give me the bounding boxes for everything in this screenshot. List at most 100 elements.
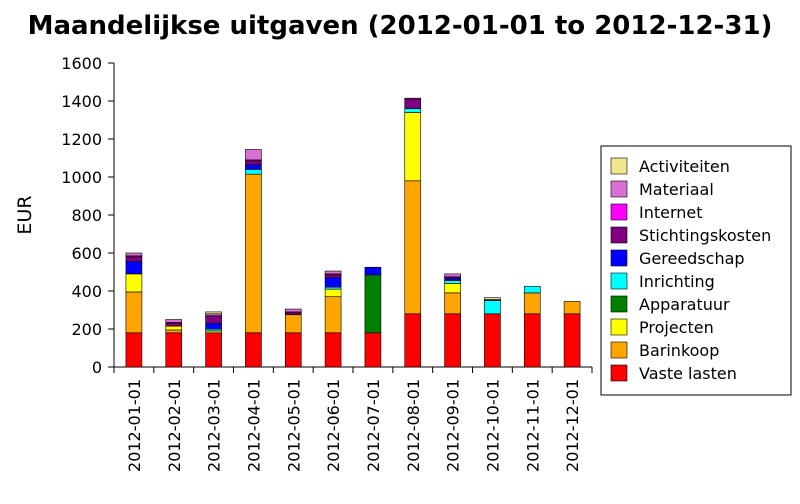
bar-segment <box>523 285 541 294</box>
bar-segment <box>125 332 143 368</box>
x-tick-label: 2012-07-01 <box>364 379 383 472</box>
bar-segment <box>165 322 183 327</box>
legend-swatch <box>610 341 628 359</box>
bar-segment <box>205 332 222 368</box>
legend-label: Vaste lasten <box>639 364 737 383</box>
legend: Activiteiten Materiaal Internet Stichtingsk… <box>600 145 792 396</box>
bar-segment <box>125 252 143 257</box>
bar-segment <box>404 313 422 368</box>
y-axis-label: EUR <box>14 195 36 234</box>
bar-segment <box>324 332 342 368</box>
legend-swatch <box>610 364 628 382</box>
bar-segment <box>284 332 302 368</box>
legend-swatch <box>610 180 628 198</box>
bar-segment <box>245 173 262 334</box>
bar-segment <box>284 308 302 313</box>
x-tick-label: 2012-08-01 <box>404 379 423 472</box>
bar-segment <box>404 97 422 100</box>
bar-segment <box>324 288 342 298</box>
y-tick-label: 0 <box>92 358 102 377</box>
legend-swatch <box>610 272 628 290</box>
bar-segment <box>165 329 183 334</box>
legend-label: Inrichting <box>639 272 715 291</box>
bar-segment <box>444 292 461 315</box>
bar-segment <box>245 169 262 175</box>
bar-segment <box>125 291 143 334</box>
legend-label: Activiteiten <box>639 157 730 176</box>
legend-label: Stichtingskosten <box>639 226 771 245</box>
x-tick-label: 2012-06-01 <box>324 379 343 472</box>
bar-segment <box>165 319 183 323</box>
bar-segment <box>404 180 422 315</box>
bar-segment <box>444 283 461 294</box>
bar-segment <box>324 277 342 288</box>
bar-segment <box>484 313 501 368</box>
bar-segment <box>444 273 461 278</box>
bar-segment <box>364 266 382 276</box>
bar-segment <box>324 296 342 334</box>
legend-box <box>600 145 792 396</box>
plot-area: 0 200 400 600 800 1000 1200 1400 1600 2012-01-01 2… <box>61 54 593 472</box>
bar-segment <box>364 274 382 334</box>
bar-segment <box>245 164 262 170</box>
y-tick-label: 400 <box>71 282 102 301</box>
x-tick-label: 2012-12-01 <box>563 379 582 472</box>
bar-segment <box>324 274 342 279</box>
legend-swatch <box>610 203 628 221</box>
x-tick-label: 2012-11-01 <box>523 379 542 472</box>
y-tick-label: 800 <box>71 206 102 225</box>
bar-segment <box>165 325 183 331</box>
bar-segment <box>484 297 501 300</box>
bar-segment <box>245 149 262 161</box>
bar-segment <box>404 108 422 113</box>
bar-segment <box>404 98 422 109</box>
bar-segment <box>404 112 422 182</box>
bar-segment <box>125 256 143 262</box>
x-tick-label: 2012-09-01 <box>444 379 463 472</box>
bar-segment <box>125 273 143 293</box>
bar-segment <box>563 301 581 315</box>
legend-label: Internet <box>639 203 703 222</box>
x-tick-label: 2012-04-01 <box>244 379 263 472</box>
legend-swatch <box>610 157 628 175</box>
legend-label: Materiaal <box>639 180 714 199</box>
y-tick-label: 1600 <box>61 54 102 73</box>
y-tick-label: 1000 <box>61 168 102 187</box>
legend-label: Gereedschap <box>639 249 745 268</box>
bar-segment <box>205 311 222 315</box>
x-tick-label: 2012-05-01 <box>284 379 303 472</box>
bar-segment <box>205 322 222 330</box>
legend-swatch <box>610 318 628 336</box>
legend-swatch <box>610 249 628 267</box>
bar-segment <box>284 314 302 334</box>
bar-segment <box>523 313 541 368</box>
bar-segment <box>523 292 541 315</box>
legend-label: Barinkoop <box>639 341 719 360</box>
bar-segment <box>444 280 461 284</box>
bar-segment <box>563 313 581 368</box>
x-tick-label: 2012-01-01 <box>125 379 144 472</box>
y-tick-label: 200 <box>71 320 102 339</box>
bar-segment <box>205 316 222 324</box>
bar-segment <box>165 332 183 368</box>
x-tick-label: 2012-03-01 <box>205 379 224 472</box>
y-tick-label: 1400 <box>61 92 102 111</box>
bar-segment <box>364 332 382 368</box>
legend-label: Apparatuur <box>639 295 730 314</box>
y-tick-label: 1200 <box>61 130 102 149</box>
bar-segment <box>484 300 501 315</box>
legend-swatch <box>610 295 628 313</box>
bar-segment <box>245 160 262 165</box>
bar-segment <box>324 270 342 275</box>
legend-swatch <box>610 226 628 244</box>
legend-label: Projecten <box>639 318 714 337</box>
x-tick-label: 2012-02-01 <box>165 379 184 472</box>
y-tick-label: 600 <box>71 244 102 263</box>
chart-title: Maandelijkse uitgaven (2012-01-01 to 201… <box>28 11 773 41</box>
bar-segment <box>245 332 262 368</box>
bar-segment <box>125 261 143 275</box>
bar-segment <box>444 313 461 368</box>
x-tick-label: 2012-10-01 <box>483 379 502 472</box>
